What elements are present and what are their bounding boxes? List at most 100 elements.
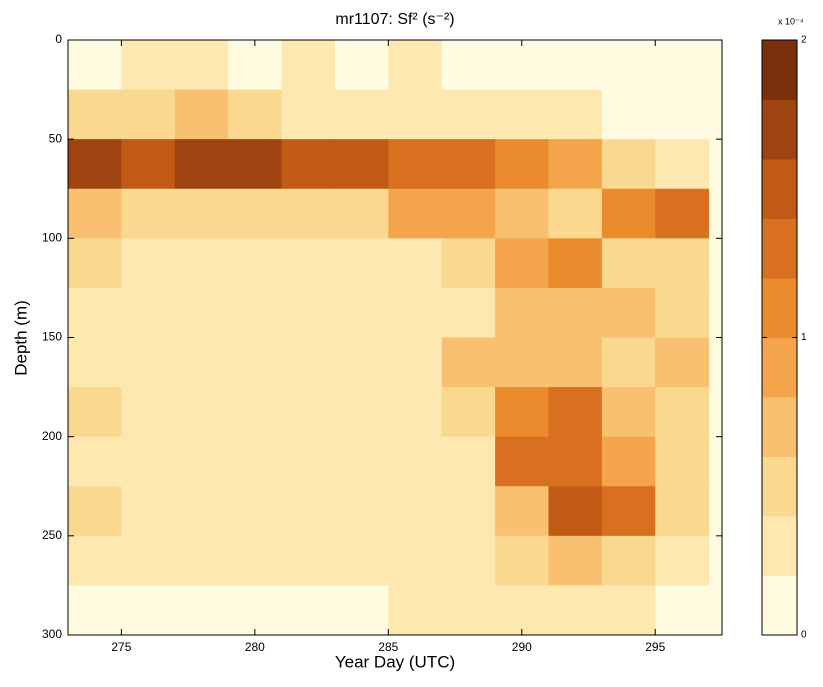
heat-cell bbox=[548, 287, 603, 338]
heat-cell bbox=[548, 89, 603, 140]
heat-cell bbox=[68, 535, 122, 586]
colorbar-swatch bbox=[762, 218, 797, 279]
heat-cell bbox=[228, 238, 283, 289]
heat-cell bbox=[441, 337, 496, 388]
heat-cell bbox=[655, 436, 710, 487]
heat-cell bbox=[174, 387, 229, 438]
heat-cell bbox=[388, 40, 443, 91]
colorbar-swatch bbox=[762, 516, 797, 576]
heat-cell bbox=[228, 585, 283, 636]
heat-cell bbox=[655, 585, 710, 636]
heat-cell bbox=[281, 535, 336, 586]
heat-cell bbox=[281, 585, 336, 636]
x-tick-label: 290 bbox=[512, 640, 532, 654]
heat-cell bbox=[388, 188, 443, 239]
heat-cell bbox=[601, 486, 656, 537]
heat-cell bbox=[601, 535, 656, 586]
heat-cell bbox=[281, 486, 336, 537]
heat-cell bbox=[281, 387, 336, 438]
y-tick-label: 100 bbox=[42, 231, 62, 245]
heat-cell bbox=[655, 89, 710, 140]
heat-cell bbox=[121, 139, 176, 190]
heat-cell bbox=[548, 436, 603, 487]
colorbar-swatch bbox=[762, 575, 797, 636]
heat-cell bbox=[441, 287, 496, 338]
colorbar-swatch bbox=[762, 456, 797, 517]
heat-cell bbox=[548, 585, 603, 636]
heat-cell bbox=[388, 387, 443, 438]
heat-cell bbox=[548, 387, 603, 438]
heat-cell bbox=[228, 40, 283, 91]
colorbar-swatch bbox=[762, 397, 797, 457]
heat-cell bbox=[281, 287, 336, 338]
heat-cell bbox=[121, 40, 176, 91]
heat-cell bbox=[334, 89, 389, 140]
y-tick-label: 300 bbox=[42, 627, 62, 641]
y-tick-label: 200 bbox=[42, 429, 62, 443]
heat-cell bbox=[388, 436, 443, 487]
heat-cell bbox=[441, 188, 496, 239]
heat-cell bbox=[228, 139, 283, 190]
heat-cell bbox=[601, 89, 656, 140]
heat-cell bbox=[441, 436, 496, 487]
x-tick-label: 280 bbox=[245, 640, 265, 654]
heat-cell bbox=[334, 436, 389, 487]
heat-cell bbox=[655, 238, 710, 289]
heat-cell bbox=[174, 40, 229, 91]
heat-cell bbox=[388, 89, 443, 140]
x-axis-label: Year Day (UTC) bbox=[335, 652, 455, 671]
heat-cell bbox=[228, 337, 283, 388]
heat-cell bbox=[441, 139, 496, 190]
heat-cell bbox=[495, 535, 549, 586]
y-tick-label: 250 bbox=[42, 528, 62, 542]
colorbar-swatch bbox=[762, 99, 797, 160]
heat-cell bbox=[495, 238, 549, 289]
heat-cell bbox=[121, 436, 176, 487]
heat-cell bbox=[495, 486, 549, 537]
heat-cell bbox=[68, 89, 122, 140]
heat-cell bbox=[121, 238, 176, 289]
x-tick-label: 295 bbox=[645, 640, 665, 654]
colorbar-tick-label: 1 bbox=[801, 332, 807, 343]
colorbar-tick-label: 2 bbox=[801, 35, 807, 46]
heat-cell bbox=[601, 40, 656, 91]
y-axis-label: Depth (m) bbox=[11, 300, 30, 376]
heat-cell bbox=[334, 486, 389, 537]
heat-cell bbox=[281, 188, 336, 239]
heat-cell bbox=[388, 139, 443, 190]
heat-cell bbox=[388, 238, 443, 289]
heat-cell bbox=[174, 89, 229, 140]
y-tick-label: 150 bbox=[42, 330, 62, 344]
heat-cell bbox=[601, 238, 656, 289]
heat-cell bbox=[441, 585, 496, 636]
heat-cell bbox=[121, 188, 176, 239]
heat-cell bbox=[548, 139, 603, 190]
heat-cell bbox=[228, 436, 283, 487]
heat-cell bbox=[655, 188, 710, 239]
heat-cell bbox=[548, 238, 603, 289]
heat-cell bbox=[68, 287, 122, 338]
y-tick-label: 50 bbox=[49, 131, 63, 145]
x-tick-label: 275 bbox=[111, 640, 131, 654]
heat-cell bbox=[281, 139, 336, 190]
heat-cell bbox=[548, 337, 603, 388]
heat-cell bbox=[441, 89, 496, 140]
heat-cell bbox=[388, 337, 443, 388]
heat-cell bbox=[548, 40, 603, 91]
heat-cell bbox=[388, 287, 443, 338]
heat-cell bbox=[174, 486, 229, 537]
heat-cell bbox=[228, 535, 283, 586]
heat-cell bbox=[121, 337, 176, 388]
colorbar-label: x 10⁻⁴ bbox=[778, 16, 804, 26]
heat-cell bbox=[281, 40, 336, 91]
heat-cell bbox=[655, 337, 710, 388]
heat-cell bbox=[548, 188, 603, 239]
heat-cell bbox=[655, 387, 710, 438]
heat-cell bbox=[174, 188, 229, 239]
colorbar-swatch bbox=[762, 159, 797, 219]
heat-cell bbox=[441, 387, 496, 438]
heat-cell bbox=[334, 40, 389, 91]
heat-cell bbox=[655, 40, 710, 91]
heat-cell bbox=[174, 585, 229, 636]
